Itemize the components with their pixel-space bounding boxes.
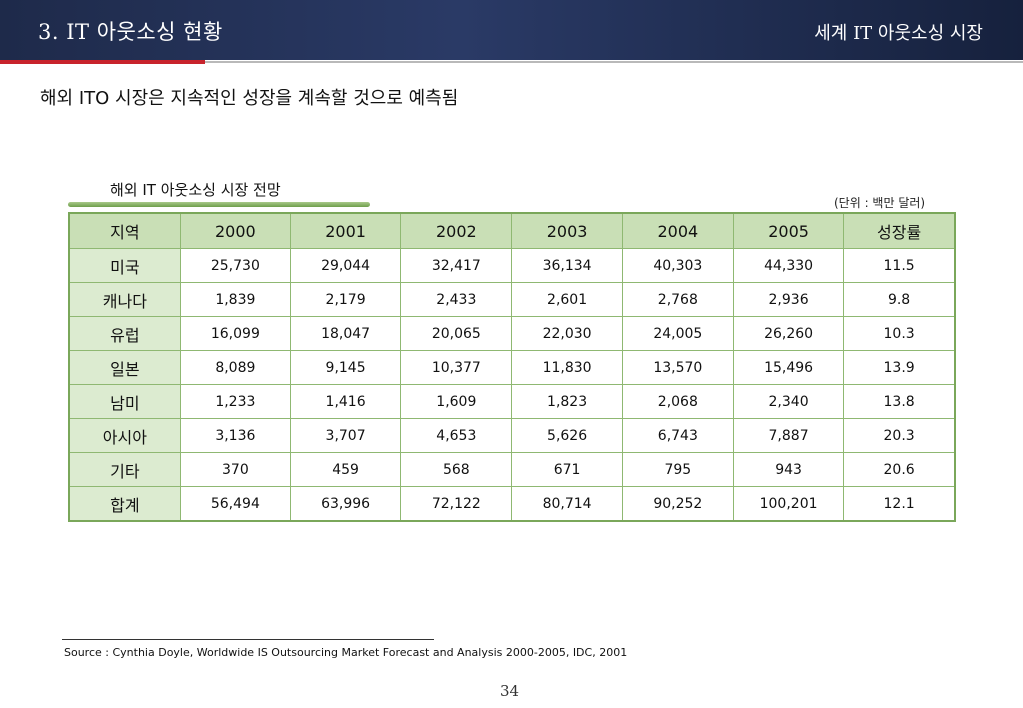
value-cell: 72,122 xyxy=(400,486,513,522)
column-header: 2001 xyxy=(289,212,402,249)
value-cell: 2,768 xyxy=(621,282,734,317)
value-cell: 370 xyxy=(179,452,291,487)
value-cell: 40,303 xyxy=(621,248,734,283)
value-cell: 24,005 xyxy=(621,316,734,351)
source-divider xyxy=(62,639,434,640)
market-outlook-table: 지역 2000 2001 2002 2003 2004 2005 성장률 미국 … xyxy=(68,212,956,522)
value-cell: 8,089 xyxy=(179,350,291,385)
value-cell: 26,260 xyxy=(732,316,845,351)
table-row: 유럽 16,099 18,047 20,065 22,030 24,005 26… xyxy=(68,316,956,351)
page-number: 34 xyxy=(500,682,520,700)
header-accent-bar xyxy=(0,60,205,64)
growth-cell: 11.5 xyxy=(843,248,956,283)
column-header: 2000 xyxy=(179,212,291,249)
table-row: 아시아 3,136 3,707 4,653 5,626 6,743 7,887 … xyxy=(68,418,956,453)
value-cell: 7,887 xyxy=(732,418,845,453)
value-cell: 1,233 xyxy=(179,384,291,419)
value-cell: 943 xyxy=(732,452,845,487)
value-cell: 10,377 xyxy=(400,350,513,385)
value-cell: 1,609 xyxy=(400,384,513,419)
value-cell: 1,839 xyxy=(179,282,291,317)
column-header: 지역 xyxy=(68,212,181,249)
value-cell: 2,601 xyxy=(511,282,623,317)
table-row: 남미 1,233 1,416 1,609 1,823 2,068 2,340 1… xyxy=(68,384,956,419)
value-cell: 22,030 xyxy=(511,316,623,351)
column-header: 2005 xyxy=(732,212,845,249)
table-title-underline xyxy=(68,202,370,207)
value-cell: 36,134 xyxy=(511,248,623,283)
region-cell: 남미 xyxy=(68,384,181,419)
value-cell: 459 xyxy=(289,452,402,487)
value-cell: 15,496 xyxy=(732,350,845,385)
region-cell: 유럽 xyxy=(68,316,181,351)
growth-cell: 20.3 xyxy=(843,418,956,453)
value-cell: 2,179 xyxy=(289,282,402,317)
table-total-row: 합계 56,494 63,996 72,122 80,714 90,252 10… xyxy=(68,486,956,522)
table-row: 캐나다 1,839 2,179 2,433 2,601 2,768 2,936 … xyxy=(68,282,956,317)
growth-cell: 20.6 xyxy=(843,452,956,487)
value-cell: 100,201 xyxy=(732,486,845,522)
value-cell: 16,099 xyxy=(179,316,291,351)
region-cell: 일본 xyxy=(68,350,181,385)
growth-cell: 13.9 xyxy=(843,350,956,385)
value-cell: 6,743 xyxy=(621,418,734,453)
growth-cell: 10.3 xyxy=(843,316,956,351)
table-row: 일본 8,089 9,145 10,377 11,830 13,570 15,4… xyxy=(68,350,956,385)
column-header: 2003 xyxy=(511,212,623,249)
source-citation: Source : Cynthia Doyle, Worldwide IS Out… xyxy=(64,646,628,659)
value-cell: 11,830 xyxy=(511,350,623,385)
header-divider xyxy=(205,61,1023,63)
value-cell: 29,044 xyxy=(289,248,402,283)
value-cell: 90,252 xyxy=(621,486,734,522)
section-title: 세계 IT 아웃소싱 시장 xyxy=(814,23,983,44)
value-cell: 3,136 xyxy=(179,418,291,453)
growth-cell: 13.8 xyxy=(843,384,956,419)
value-cell: 9,145 xyxy=(289,350,402,385)
table-title: 해외 IT 아웃소싱 시장 전망 xyxy=(110,181,281,199)
value-cell: 44,330 xyxy=(732,248,845,283)
growth-cell: 12.1 xyxy=(843,486,956,522)
value-cell: 2,068 xyxy=(621,384,734,419)
value-cell: 568 xyxy=(400,452,513,487)
value-cell: 4,653 xyxy=(400,418,513,453)
value-cell: 56,494 xyxy=(179,486,291,522)
column-header: 2002 xyxy=(400,212,513,249)
table-header-row: 지역 2000 2001 2002 2003 2004 2005 성장률 xyxy=(68,212,956,249)
value-cell: 5,626 xyxy=(511,418,623,453)
value-cell: 18,047 xyxy=(289,316,402,351)
value-cell: 671 xyxy=(511,452,623,487)
table-row: 기타 370 459 568 671 795 943 20.6 xyxy=(68,452,956,487)
value-cell: 25,730 xyxy=(179,248,291,283)
column-header: 2004 xyxy=(621,212,734,249)
value-cell: 1,823 xyxy=(511,384,623,419)
region-cell: 아시아 xyxy=(68,418,181,453)
value-cell: 80,714 xyxy=(511,486,623,522)
value-cell: 795 xyxy=(621,452,734,487)
value-cell: 2,340 xyxy=(732,384,845,419)
headline: 해외 ITO 시장은 지속적인 성장을 계속할 것으로 예측됨 xyxy=(40,88,459,109)
value-cell: 32,417 xyxy=(400,248,513,283)
value-cell: 20,065 xyxy=(400,316,513,351)
table-row: 미국 25,730 29,044 32,417 36,134 40,303 44… xyxy=(68,248,956,283)
region-cell: 캐나다 xyxy=(68,282,181,317)
value-cell: 13,570 xyxy=(621,350,734,385)
value-cell: 2,433 xyxy=(400,282,513,317)
value-cell: 3,707 xyxy=(289,418,402,453)
value-cell: 1,416 xyxy=(289,384,402,419)
slide-header: 3. IT 아웃소싱 현황 세계 IT 아웃소싱 시장 xyxy=(0,0,1023,60)
region-cell: 합계 xyxy=(68,486,181,522)
growth-cell: 9.8 xyxy=(843,282,956,317)
unit-note: (단위 : 백만 달러) xyxy=(834,196,926,210)
region-cell: 기타 xyxy=(68,452,181,487)
column-header: 성장률 xyxy=(843,212,956,249)
slide-title: 3. IT 아웃소싱 현황 xyxy=(38,20,223,44)
region-cell: 미국 xyxy=(68,248,181,283)
value-cell: 2,936 xyxy=(732,282,845,317)
value-cell: 63,996 xyxy=(289,486,402,522)
